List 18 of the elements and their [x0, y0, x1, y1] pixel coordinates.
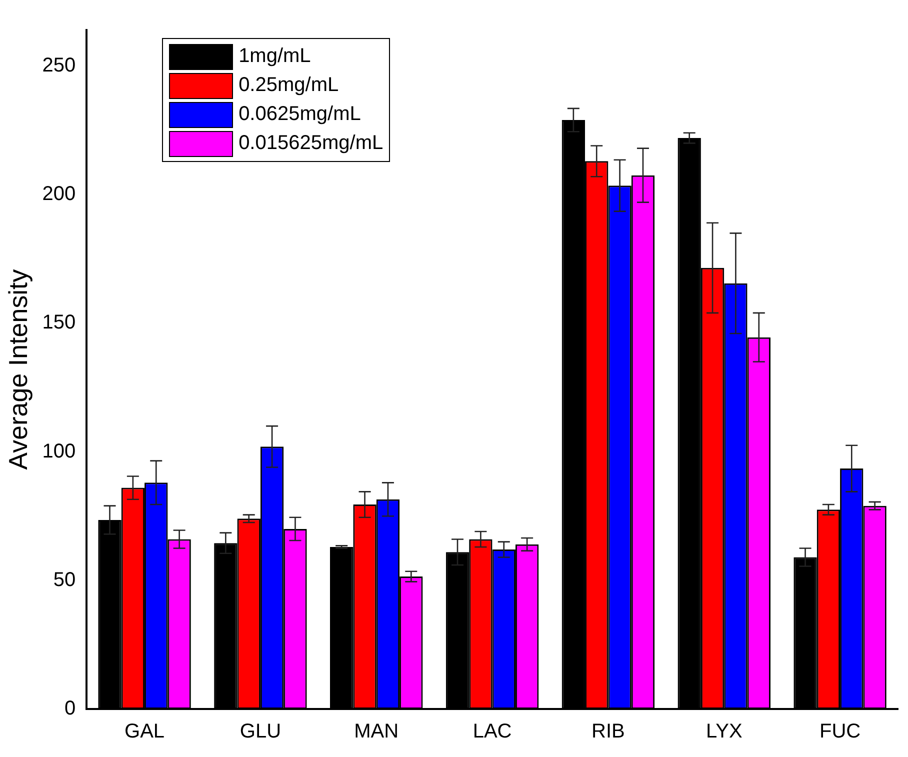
x-tick-label: MAN	[354, 720, 399, 743]
x-tick-label: GLU	[240, 720, 282, 743]
legend-label: 1mg/mL	[238, 45, 311, 68]
x-tick-label: FUC	[819, 720, 861, 743]
y-tick-label: 150	[42, 312, 76, 334]
y-tick-label: 50	[53, 568, 76, 591]
y-axis-title: Average Intensity	[2, 269, 33, 470]
x-tick-label: GAL	[124, 720, 165, 743]
legend-label: 0.015625mg/mL	[238, 132, 384, 155]
legend-label: 0.0625mg/mL	[238, 103, 361, 126]
x-tick-label: LAC	[472, 720, 512, 743]
x-tick-label: RIB	[592, 720, 625, 743]
x-tick-label: LYX	[706, 720, 742, 743]
y-tick-label: 100	[42, 440, 76, 462]
legend-label: 0.25mg/mL	[238, 74, 339, 97]
y-tick-label: 0	[64, 698, 76, 720]
y-tick-label: 200	[42, 183, 76, 206]
y-tick-label: 250	[42, 54, 76, 77]
